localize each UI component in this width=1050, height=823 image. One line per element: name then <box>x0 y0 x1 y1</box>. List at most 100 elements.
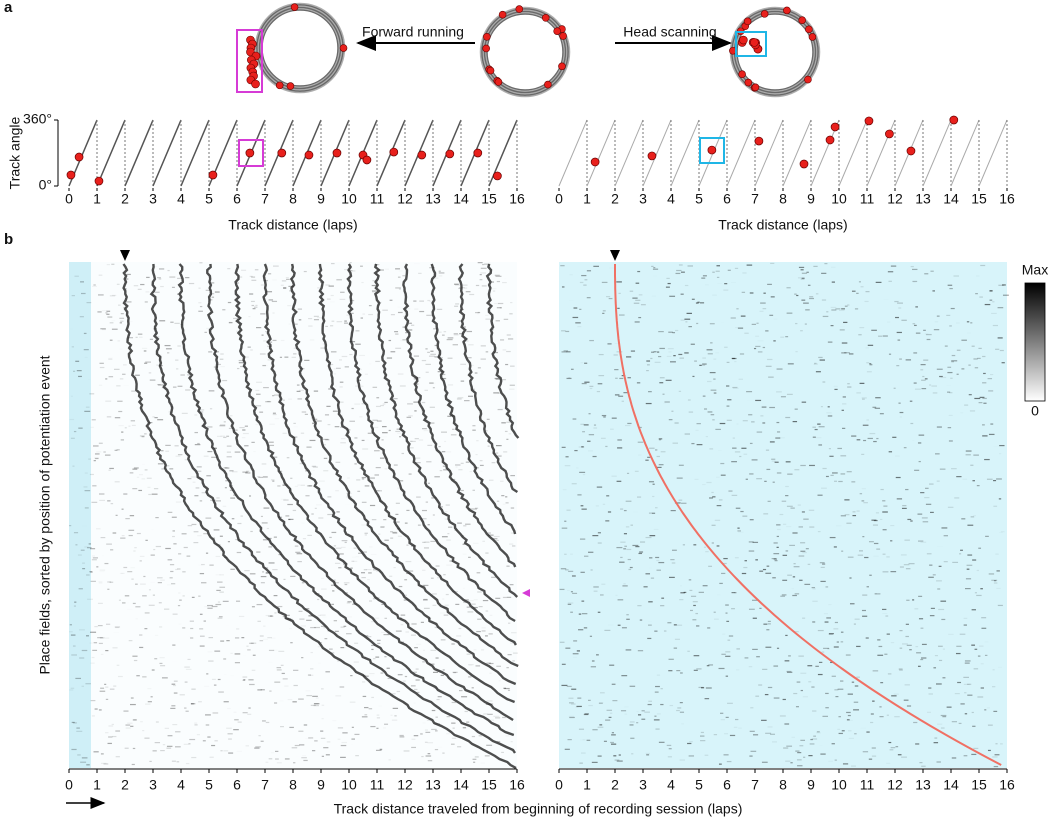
noise <box>402 275 406 277</box>
noise <box>684 284 689 287</box>
noise <box>472 429 476 431</box>
noise <box>844 499 850 501</box>
noise <box>712 419 715 421</box>
noise <box>401 452 405 455</box>
noise <box>913 721 918 724</box>
noise <box>219 424 226 426</box>
noise <box>231 518 235 520</box>
lap-trace <box>124 119 154 187</box>
noise <box>218 691 224 693</box>
noise <box>234 719 239 721</box>
noise <box>339 686 345 688</box>
noise <box>842 403 847 405</box>
noise <box>915 743 920 745</box>
noise <box>224 674 227 675</box>
noise <box>506 565 510 567</box>
noise <box>259 353 266 355</box>
arrow-label: Head scanning <box>623 24 716 40</box>
noise <box>171 516 177 518</box>
noise <box>576 467 578 468</box>
noise <box>90 662 95 664</box>
noise <box>274 702 278 704</box>
noise <box>472 489 476 491</box>
noise <box>911 268 918 271</box>
noise <box>469 293 475 296</box>
noise <box>465 291 471 293</box>
noise <box>669 295 676 297</box>
noise <box>807 284 811 286</box>
point <box>94 176 104 186</box>
noise <box>468 344 474 346</box>
noise <box>731 591 736 594</box>
noise <box>582 473 586 476</box>
noise <box>749 292 754 294</box>
noise <box>199 572 205 575</box>
noise <box>744 657 749 659</box>
noise <box>256 551 261 553</box>
noise <box>733 726 738 728</box>
noise <box>316 420 322 422</box>
noise <box>672 332 676 334</box>
noise <box>372 426 379 429</box>
noise <box>118 599 122 601</box>
noise <box>712 496 716 498</box>
noise <box>825 692 829 695</box>
x-tick-label: 9 <box>317 191 325 207</box>
noise <box>440 674 444 676</box>
noise <box>335 461 341 463</box>
noise <box>103 763 109 765</box>
noise <box>133 659 138 662</box>
noise <box>965 454 971 456</box>
noise <box>992 301 995 303</box>
noise <box>238 362 244 364</box>
noise <box>206 604 213 607</box>
noise <box>427 444 433 446</box>
noise <box>648 512 653 514</box>
noise <box>887 673 892 675</box>
noise <box>800 739 806 741</box>
noise <box>815 437 821 438</box>
noise <box>121 508 124 510</box>
noise <box>298 610 303 612</box>
noise <box>263 639 268 640</box>
noise <box>765 365 772 367</box>
noise <box>812 588 816 590</box>
noise <box>361 385 364 387</box>
noise <box>800 330 803 332</box>
noise <box>699 735 705 737</box>
noise <box>92 557 99 559</box>
noise <box>652 483 655 485</box>
noise <box>168 411 172 413</box>
noise <box>468 556 471 558</box>
noise <box>223 701 229 703</box>
noise <box>980 687 985 689</box>
noise <box>847 383 850 385</box>
noise <box>126 503 130 504</box>
noise <box>170 400 176 401</box>
noise <box>222 309 226 311</box>
noise <box>609 267 614 268</box>
noise <box>880 682 884 684</box>
noise <box>284 758 290 760</box>
noise <box>185 668 192 670</box>
noise <box>249 683 255 686</box>
noise <box>725 675 729 677</box>
noise <box>376 639 381 641</box>
noise <box>92 445 99 447</box>
noise <box>730 317 736 319</box>
point <box>906 146 916 156</box>
noise <box>869 574 872 576</box>
x-tick-label: 8 <box>779 777 787 793</box>
x-tick-label: 4 <box>177 777 185 793</box>
noise <box>584 362 588 364</box>
noise <box>251 606 255 608</box>
noise <box>618 395 624 397</box>
noise <box>323 457 328 459</box>
noise <box>320 347 325 349</box>
noise <box>731 461 737 463</box>
noise <box>371 519 377 521</box>
noise <box>947 284 953 286</box>
noise <box>282 678 288 680</box>
noise <box>199 613 203 615</box>
heatmap-bg <box>69 262 517 768</box>
